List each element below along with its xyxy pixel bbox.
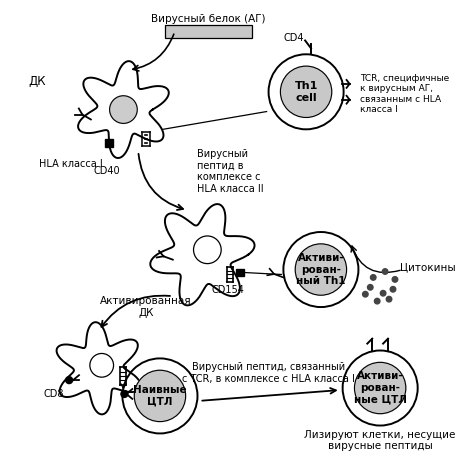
- Circle shape: [386, 296, 392, 302]
- Circle shape: [66, 377, 73, 384]
- Text: Наивные
ЦТЛ: Наивные ЦТЛ: [133, 385, 187, 407]
- Text: TCR, специфичные
к вирусным АГ,
связанным с HLA
класса I: TCR, специфичные к вирусным АГ, связанны…: [360, 74, 450, 114]
- Text: CD40: CD40: [93, 166, 120, 176]
- Circle shape: [281, 66, 332, 117]
- Circle shape: [121, 391, 128, 397]
- Circle shape: [90, 354, 114, 377]
- Circle shape: [355, 363, 406, 414]
- Bar: [165, 25, 252, 39]
- Circle shape: [371, 274, 376, 280]
- Text: CD8: CD8: [43, 389, 64, 399]
- Text: Вирусный
пептид в
комплексе с
HLA класса II: Вирусный пептид в комплексе с HLA класса…: [198, 149, 264, 194]
- Circle shape: [374, 298, 380, 304]
- Circle shape: [283, 232, 358, 307]
- Circle shape: [134, 370, 186, 422]
- Bar: [236, 268, 244, 276]
- Bar: [105, 139, 112, 147]
- Text: Лизируют клетки, несущие
вирусные пептиды: Лизируют клетки, несущие вирусные пептид…: [304, 430, 456, 451]
- Text: Цитокины: Цитокины: [400, 262, 456, 273]
- Circle shape: [122, 358, 198, 433]
- Text: Активи-
рован-
ный Th1: Активи- рован- ный Th1: [296, 253, 346, 286]
- Circle shape: [343, 350, 418, 425]
- Circle shape: [383, 269, 388, 274]
- Circle shape: [109, 96, 137, 123]
- Text: Вирусный пептид, связанный
с TCR, в комплексе с HLA класса I: Вирусный пептид, связанный с TCR, в комп…: [182, 363, 355, 384]
- Text: Th1
cell: Th1 cell: [294, 81, 318, 103]
- Circle shape: [363, 291, 368, 297]
- Circle shape: [367, 285, 373, 290]
- Text: ДК: ДК: [29, 75, 46, 89]
- Text: HLA класса I: HLA класса I: [39, 159, 103, 169]
- Text: Вирусный белок (АГ): Вирусный белок (АГ): [151, 14, 265, 24]
- Circle shape: [269, 54, 344, 130]
- Text: Активированная
ДК: Активированная ДК: [100, 296, 192, 318]
- Polygon shape: [78, 61, 169, 158]
- Text: CD4: CD4: [283, 34, 303, 43]
- Polygon shape: [56, 322, 141, 414]
- Circle shape: [295, 244, 346, 295]
- Circle shape: [380, 290, 386, 296]
- Text: CD154: CD154: [212, 285, 245, 295]
- Circle shape: [193, 236, 221, 264]
- Circle shape: [392, 277, 398, 282]
- Polygon shape: [150, 204, 255, 305]
- Circle shape: [390, 287, 396, 292]
- Text: Активи-
рован-
ные ЦТЛ: Активи- рован- ные ЦТЛ: [354, 371, 407, 404]
